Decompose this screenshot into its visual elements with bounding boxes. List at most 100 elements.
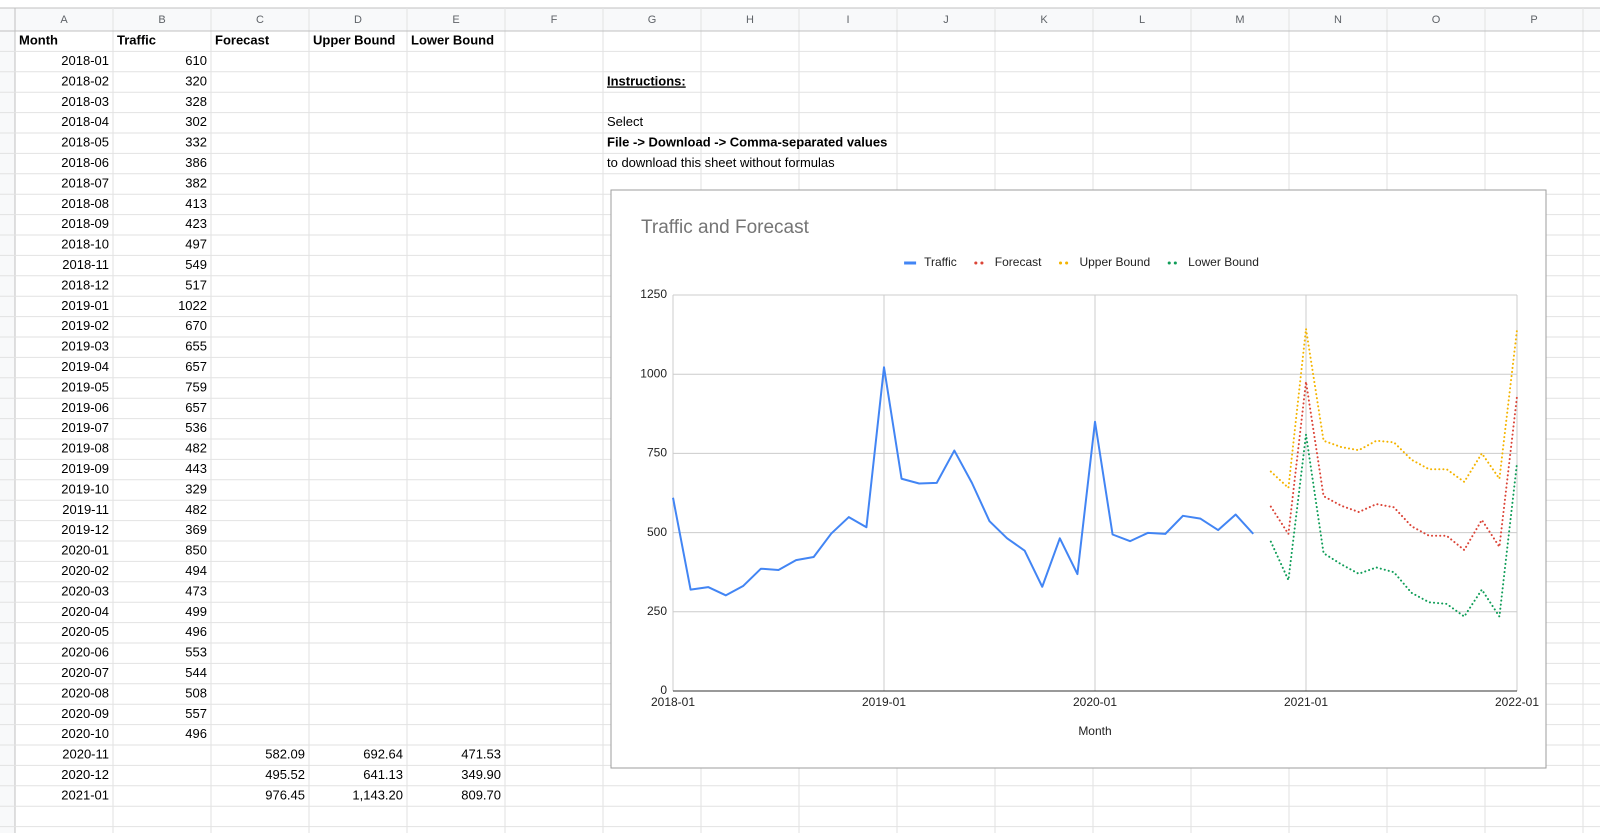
- month-cell: 2018-06: [61, 155, 109, 170]
- month-cell: 2018-07: [61, 175, 109, 190]
- month-cell: 2020-06: [61, 645, 109, 660]
- month-cell: 2020-02: [61, 563, 109, 578]
- number-cell: 329: [185, 481, 207, 496]
- header-cell: Forecast: [215, 33, 270, 48]
- series-line: [1269, 380, 1518, 552]
- y-tick-label: 1000: [640, 366, 667, 380]
- number-cell: 549: [185, 257, 207, 272]
- month-cell: 2020-08: [61, 685, 109, 700]
- number-cell: 349.90: [461, 767, 501, 782]
- number-cell: 641.13: [363, 767, 403, 782]
- series-line: [1269, 433, 1518, 618]
- x-tick-label: 2018-01: [651, 695, 695, 709]
- month-cell: 2021-01: [61, 787, 109, 802]
- column-letter: L: [1139, 14, 1145, 26]
- column-letter: E: [452, 14, 459, 26]
- number-cell: 657: [185, 400, 207, 415]
- number-cell: 557: [185, 706, 207, 721]
- month-cell: 2020-01: [61, 543, 109, 558]
- month-cell: 2020-07: [61, 665, 109, 680]
- month-cell: 2018-11: [62, 257, 109, 272]
- number-cell: 494: [185, 563, 207, 578]
- header-cell: Traffic: [117, 33, 156, 48]
- column-letter: I: [846, 14, 849, 26]
- header-cell: Lower Bound: [411, 33, 494, 48]
- month-cell: 2019-07: [61, 420, 109, 435]
- month-cell: 2020-09: [61, 706, 109, 721]
- column-letter: J: [943, 14, 949, 26]
- number-cell: 382: [185, 175, 207, 190]
- number-cell: 610: [185, 53, 207, 68]
- month-cell: 2019-05: [61, 379, 109, 394]
- number-cell: 369: [185, 522, 207, 537]
- column-letter: G: [648, 14, 657, 26]
- number-cell: 850: [185, 543, 207, 558]
- column-letter: H: [746, 14, 754, 26]
- column-letter: K: [1040, 14, 1048, 26]
- header-cell: Upper Bound: [313, 33, 395, 48]
- x-axis-label: Month: [1078, 724, 1111, 738]
- month-cell: 2019-03: [61, 339, 109, 354]
- column-letter: O: [1432, 14, 1441, 26]
- chart-title: Traffic and Forecast: [641, 217, 810, 238]
- month-cell: 2019-08: [61, 441, 109, 456]
- y-tick-label: 0: [660, 683, 667, 697]
- legend-label: Lower Bound: [1188, 255, 1259, 269]
- y-tick-label: 750: [647, 446, 667, 460]
- cells: A B C D E F G H I J K L M N O P Month Traffic Forecast Uppe…: [19, 14, 1538, 803]
- month-cell: 2018-12: [61, 277, 109, 292]
- month-cell: 2019-02: [61, 318, 109, 333]
- y-tick-label: 250: [647, 604, 667, 618]
- x-tick-label: 2020-01: [1073, 695, 1117, 709]
- number-cell: 482: [185, 441, 207, 456]
- number-cell: 759: [185, 379, 207, 394]
- number-cell: 517: [185, 277, 207, 292]
- x-tick-label: 2022-01: [1495, 695, 1539, 709]
- column-letter: N: [1334, 14, 1342, 26]
- number-cell: 809.70: [461, 787, 501, 802]
- month-cell: 2020-11: [62, 747, 109, 762]
- number-cell: 536: [185, 420, 207, 435]
- month-cell: 2020-05: [61, 624, 109, 639]
- x-tick-label: 2019-01: [862, 695, 906, 709]
- number-cell: 508: [185, 685, 207, 700]
- number-cell: 443: [185, 461, 207, 476]
- number-cell: 655: [185, 339, 207, 354]
- column-letter: C: [256, 14, 264, 26]
- row-header-bar: [0, 8, 15, 833]
- number-cell: 495.52: [265, 767, 305, 782]
- number-cell: 471.53: [461, 747, 501, 762]
- number-cell: 482: [185, 502, 207, 517]
- x-tick-label: 2021-01: [1284, 695, 1328, 709]
- chart: Traffic and Forecast Month 0 250 500 750 100…: [610, 189, 1547, 769]
- month-cell: 2019-12: [61, 522, 109, 537]
- number-cell: 386: [185, 155, 207, 170]
- column-letter: B: [158, 14, 165, 26]
- month-cell: 2018-02: [61, 73, 109, 88]
- number-cell: 413: [185, 196, 207, 211]
- month-cell: 2019-06: [61, 400, 109, 415]
- instruction: to download this sheet without formulas: [607, 155, 835, 170]
- month-cell: 2019-10: [61, 481, 109, 496]
- month-cell: 2018-03: [61, 94, 109, 109]
- legend-label: Upper Bound: [1079, 255, 1150, 269]
- number-cell: 657: [185, 359, 207, 374]
- number-cell: 302: [185, 114, 207, 129]
- instructions-title: Instructions:: [607, 73, 686, 88]
- legend-label: Forecast: [995, 255, 1042, 269]
- number-cell: 328: [185, 94, 207, 109]
- month-cell: 2019-01: [61, 298, 109, 313]
- column-letter: D: [354, 14, 362, 26]
- number-cell: 496: [185, 726, 207, 741]
- column-letter: P: [1530, 14, 1537, 26]
- number-cell: 320: [185, 73, 207, 88]
- month-cell: 2018-01: [61, 53, 109, 68]
- number-cell: 423: [185, 216, 207, 231]
- instruction: Select: [607, 114, 644, 129]
- column-letter: A: [60, 14, 68, 26]
- number-cell: 473: [185, 583, 207, 598]
- number-cell: 670: [185, 318, 207, 333]
- legend-label: Traffic: [924, 255, 957, 269]
